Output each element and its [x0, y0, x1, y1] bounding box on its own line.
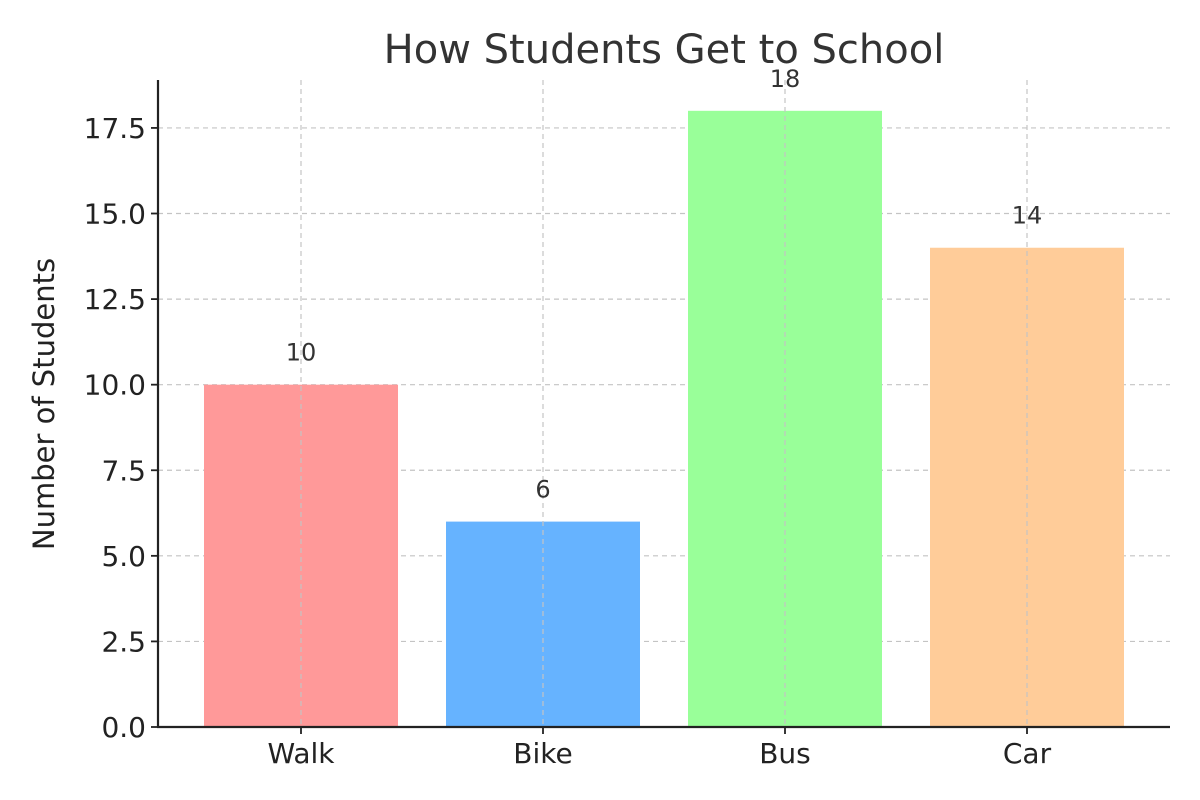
x-tick-label: Bike [513, 737, 572, 770]
y-axis-label: Number of Students [27, 258, 61, 550]
data-label: 6 [535, 476, 550, 504]
data-labels: 10 6 18 14 [286, 65, 1043, 504]
x-tick-label: Bus [759, 737, 811, 770]
chart-title: How Students Get to School [384, 27, 945, 73]
x-gridlines [300, 80, 1028, 727]
x-tick-label: Car [1003, 737, 1052, 770]
y-tick-label: 17.5 [84, 112, 146, 145]
axes [156, 80, 1170, 729]
data-label: 18 [770, 65, 801, 93]
y-gridlines [158, 127, 1170, 643]
y-tick-label: 15.0 [84, 198, 146, 231]
y-tick-label: 0.0 [101, 711, 146, 744]
data-label: 10 [286, 339, 317, 367]
y-tick-label: 10.0 [84, 369, 146, 402]
x-ticks: Walk Bike Bus Car [267, 727, 1052, 770]
y-tick-label: 7.5 [101, 454, 146, 487]
y-ticks: 0.0 2.5 5.0 7.5 10.0 12.5 15.0 17.5 [84, 112, 158, 744]
data-label: 14 [1012, 202, 1043, 230]
y-tick-label: 2.5 [101, 625, 146, 658]
y-tick-label: 5.0 [101, 540, 146, 573]
y-tick-label: 12.5 [84, 283, 146, 316]
x-tick-label: Walk [267, 737, 335, 770]
bars [204, 110, 1124, 728]
bar-bus [688, 110, 882, 728]
